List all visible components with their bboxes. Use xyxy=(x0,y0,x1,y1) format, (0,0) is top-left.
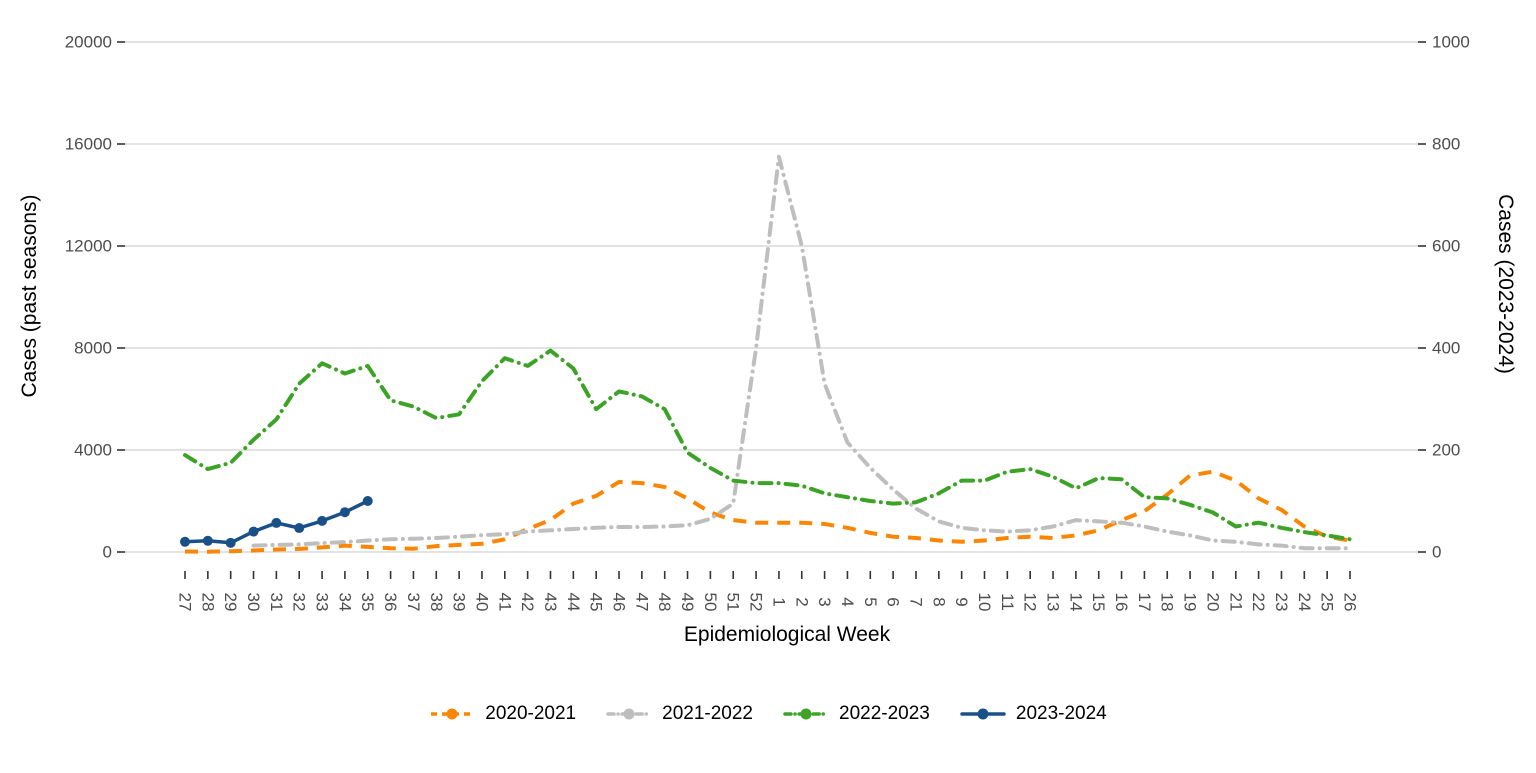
y-left-tick-label: 12000 xyxy=(65,237,112,256)
x-tick-label: 19 xyxy=(1181,593,1200,612)
x-tick-label: 14 xyxy=(1066,593,1085,612)
y-left-tick-label: 0 xyxy=(103,543,112,562)
x-tick-label: 34 xyxy=(335,593,354,612)
x-tick-label: 35 xyxy=(358,593,377,612)
legend-item-2021-2022: 2021-2022 xyxy=(606,701,753,727)
x-tick-label: 47 xyxy=(632,593,651,612)
x-tick-label: 4 xyxy=(838,597,857,606)
x-tick-label: 7 xyxy=(906,597,925,606)
x-tick-label: 27 xyxy=(176,593,195,612)
y-right-axis-title: Cases (2023-2024) xyxy=(1494,194,1517,374)
data-point-2023-2024 xyxy=(294,523,305,534)
legend-item-2022-2023: 2022-2023 xyxy=(783,701,930,727)
x-tick-label: 8 xyxy=(929,597,948,606)
x-tick-label: 48 xyxy=(655,593,674,612)
x-tick-label: 25 xyxy=(1318,593,1337,612)
x-tick-label: 1 xyxy=(769,597,788,606)
x-tick-label: 29 xyxy=(221,593,240,612)
x-tick-label: 11 xyxy=(998,593,1017,611)
x-tick-label: 37 xyxy=(404,593,423,612)
y-left-tick-label: 20000 xyxy=(65,33,112,52)
series-line-2022-2023 xyxy=(183,348,1352,542)
x-tick-label: 13 xyxy=(1044,593,1063,612)
x-tick-label: 23 xyxy=(1272,593,1291,612)
legend-label-2022-2023: 2022-2023 xyxy=(839,703,930,724)
x-tick-label: 16 xyxy=(1112,593,1131,612)
legend-label-2023-2024: 2023-2024 xyxy=(1015,703,1107,724)
x-tick-label: 32 xyxy=(290,593,309,612)
y-right-tick-label: 1000 xyxy=(1432,33,1470,52)
y-left-tick-label: 8000 xyxy=(74,339,112,358)
x-tick-label: 2 xyxy=(792,597,811,606)
x-tick-label: 9 xyxy=(952,597,971,606)
x-tick-label: 42 xyxy=(518,593,537,612)
x-tick-label: 6 xyxy=(884,597,903,606)
y-left-axis-title: Cases (past seasons) xyxy=(18,194,41,397)
x-tick-label: 44 xyxy=(564,593,583,612)
x-tick-label: 30 xyxy=(244,593,263,612)
data-point-2023-2024 xyxy=(225,537,236,548)
x-tick-label: 36 xyxy=(381,593,400,612)
y-right-tick-label: 0 xyxy=(1432,543,1441,562)
data-point-2023-2024 xyxy=(317,515,328,526)
x-tick-label: 41 xyxy=(495,593,514,612)
legend-item-2020-2021: 2020-2021 xyxy=(429,701,576,727)
data-point-2023-2024 xyxy=(180,536,190,547)
x-tick-label: 33 xyxy=(313,593,332,612)
x-tick-label: 50 xyxy=(701,593,720,612)
series-line-2021-2022 xyxy=(251,154,1352,551)
x-tick-label: 17 xyxy=(1135,593,1154,612)
data-point-2023-2024 xyxy=(248,526,259,537)
x-tick-label: 51 xyxy=(724,593,743,612)
chart-legend: 2020-2021 2021-2022 2022-2023 2023-2024 xyxy=(0,701,1536,727)
y-right-tick-label: 400 xyxy=(1432,339,1460,358)
x-tick-label: 18 xyxy=(1158,593,1177,612)
x-tick-label: 38 xyxy=(427,593,446,612)
x-tick-label: 22 xyxy=(1249,593,1268,612)
x-tick-label: 52 xyxy=(747,593,766,612)
data-point-2023-2024 xyxy=(362,496,373,506)
x-tick-label: 12 xyxy=(1021,593,1040,612)
x-tick-label: 15 xyxy=(1089,593,1108,612)
data-point-2023-2024 xyxy=(339,507,350,518)
y-right-tick-label: 200 xyxy=(1432,441,1460,460)
x-tick-label: 3 xyxy=(815,597,834,606)
legend-label-2021-2022: 2021-2022 xyxy=(662,703,753,724)
y-right-tick-label: 800 xyxy=(1432,135,1460,154)
x-tick-label: 28 xyxy=(198,593,217,612)
y-left-tick-label: 4000 xyxy=(74,441,112,460)
x-tick-label: 5 xyxy=(861,597,880,606)
legend-label-2020-2021: 2020-2021 xyxy=(485,703,577,724)
legend-key-2022-2023 xyxy=(783,708,829,720)
x-tick-label: 39 xyxy=(450,593,469,612)
y-right-tick-label: 600 xyxy=(1432,237,1460,256)
x-tick-label: 40 xyxy=(472,593,491,612)
data-point-2023-2024 xyxy=(271,517,282,528)
x-tick-label: 46 xyxy=(610,593,629,612)
x-tick-label: 10 xyxy=(975,593,994,612)
x-tick-label: 45 xyxy=(587,593,606,612)
x-tick-label: 26 xyxy=(1340,593,1359,612)
series-line-2020-2021 xyxy=(184,469,1351,554)
legend-key-2020-2021 xyxy=(431,708,474,720)
data-point-2023-2024 xyxy=(202,535,213,546)
y-left-tick-label: 16000 xyxy=(65,135,112,154)
x-tick-label: 21 xyxy=(1226,593,1245,612)
x-tick-label: 20 xyxy=(1203,593,1222,612)
x-tick-label: 49 xyxy=(678,593,697,612)
legend-key-2023-2024 xyxy=(960,708,1006,720)
x-tick-label: 43 xyxy=(541,593,560,612)
x-axis-title: Epidemiological Week xyxy=(684,623,891,646)
x-tick-label: 31 xyxy=(267,593,286,612)
legend-item-2023-2024: 2023-2024 xyxy=(960,701,1107,727)
legend-key-2021-2022 xyxy=(606,708,652,720)
x-tick-label: 24 xyxy=(1295,593,1314,612)
